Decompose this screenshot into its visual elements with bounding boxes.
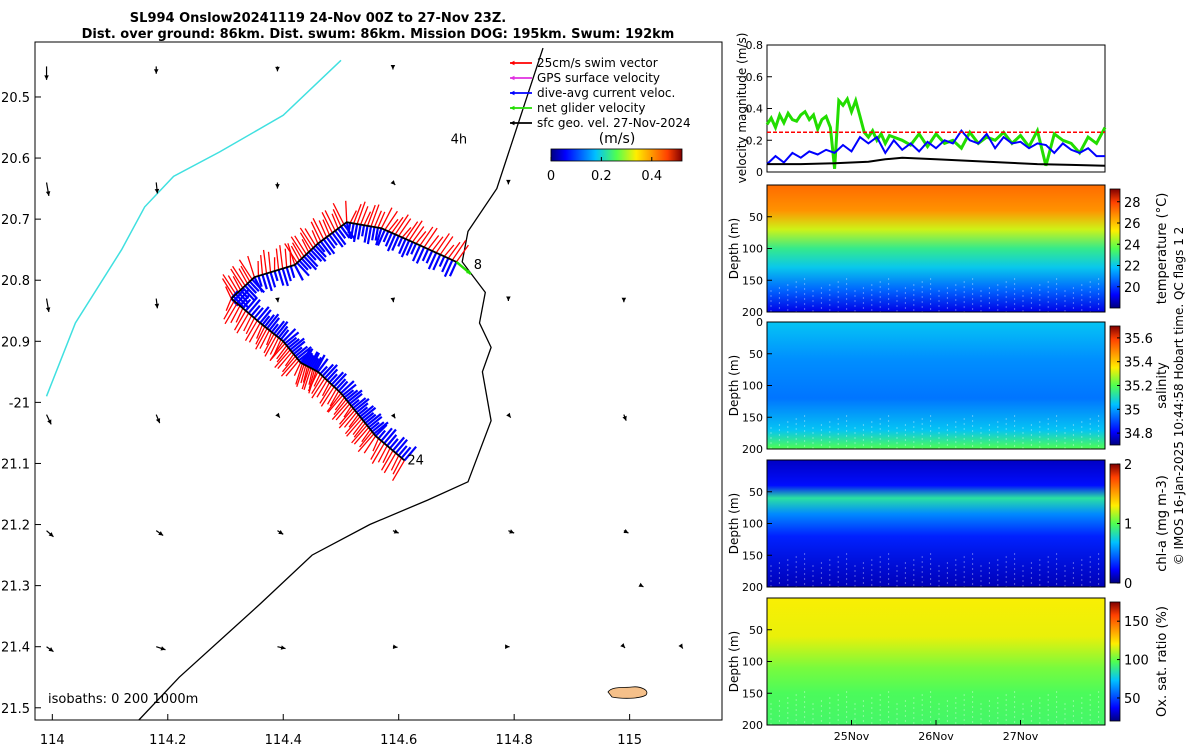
velocity-panel: 00.20.40.60.8 velocity magnitude (m/s): [735, 33, 1105, 184]
section-colorbar-tick-label: 22: [1124, 260, 1141, 275]
colorbar-label: (m/s): [599, 131, 636, 147]
track-time-annotation: 8: [474, 258, 482, 273]
section-panel-chl-a: 50 100 150 200 Depth (m) 0 1 2 chl-a (mg m-3): [727, 458, 1170, 594]
section-colorbar-tick-label: 35.6: [1124, 332, 1153, 347]
section-ytick-label: 150: [742, 274, 763, 287]
colorbar-tick-label: 0: [547, 169, 555, 184]
map-xtick-label: 114: [40, 733, 65, 748]
section-colorbar-tick-label: 20: [1124, 281, 1141, 296]
section-colorbar-tick-label: 100: [1124, 654, 1149, 669]
map-xtick-label: 114.6: [380, 733, 417, 748]
section-ytick-label: 50: [749, 486, 763, 499]
section-ytick-label: 150: [742, 549, 763, 562]
section-colorbar-tick-label: 24: [1124, 238, 1141, 253]
section-xtick-label: 27Nov: [1003, 730, 1039, 743]
map-ytick-label: 20.9: [1, 335, 30, 350]
map-panel: 4h 8 24 114 114.2 114.4 114.6 114.8 115 20.5 20.6…: [1, 42, 722, 748]
section-colorbar-label: Ox. sat. ratio (%): [1155, 606, 1170, 717]
section-ytick-label: 150: [742, 411, 763, 424]
section-ytick-label: 200: [742, 581, 763, 594]
section-ytick-label: 200: [742, 719, 763, 732]
colorbar-tick-label: 0.4: [641, 169, 662, 184]
island-landmass: [608, 687, 647, 698]
isobath-label: isobaths: 0 200 1000m: [48, 692, 198, 707]
section-colorbar-label: salinity: [1155, 362, 1170, 409]
speed-colorbar: [551, 149, 682, 161]
map-xtick-label: 115: [617, 733, 642, 748]
map-ytick-label: 20.8: [1, 274, 30, 289]
section-colour-field: [767, 460, 1105, 587]
map-ytick-label: 20.6: [1, 152, 30, 167]
section-colorbar-tick-label: 34.8: [1124, 427, 1153, 442]
section-ytick-label: 100: [742, 518, 763, 531]
legend-net-label: net glider velocity: [537, 101, 645, 115]
section-colorbar-tick-label: 1: [1124, 518, 1132, 533]
section-ytick-label: 50: [749, 624, 763, 637]
track-time-annotation: 24: [407, 453, 424, 468]
section-ylabel: Depth (m): [727, 493, 741, 554]
map-ytick-label: 21.3: [1, 580, 30, 595]
title-line-2: Dist. over ground: 86km. Dist. swum: 86k…: [82, 27, 675, 42]
section-ylabel: Depth (m): [727, 631, 741, 692]
section-ytick-label: 0: [756, 316, 763, 329]
section-colorbar: [1110, 189, 1120, 308]
section-ytick-label: 100: [742, 243, 763, 256]
section-colorbar-label: temperature (°C): [1155, 193, 1170, 305]
section-colorbar-tick-label: 35.4: [1124, 356, 1153, 371]
legend-dive-label: dive-avg current veloc.: [537, 86, 675, 100]
section-colorbar-tick-label: 150: [1124, 615, 1149, 630]
section-ytick-label: 150: [742, 687, 763, 700]
section-xtick-label: 26Nov: [918, 730, 954, 743]
section-ytick-label: 50: [749, 348, 763, 361]
section-ytick-label: 100: [742, 380, 763, 393]
map-ytick-label: 21.4: [1, 641, 30, 656]
map-ytick-label: 21.2: [1, 519, 30, 534]
section-colorbar-tick-label: 50: [1124, 692, 1141, 707]
velocity-ytick-label: 0: [756, 166, 763, 179]
track-time-annotation: 4h: [451, 133, 468, 148]
section-colorbar-tick-label: 35: [1124, 403, 1141, 418]
section-ylabel: Depth (m): [727, 355, 741, 416]
section-colour-field: [767, 185, 1105, 312]
section-colorbar-tick-label: 2: [1124, 458, 1132, 473]
velocity-ylabel: velocity magnitude (m/s): [735, 33, 749, 184]
section-panel-oxygen-saturation: 50 100 150 200 Depth (m) 50 100 150 Ox. sat. rat…: [727, 598, 1170, 743]
section-colour-field: [767, 322, 1105, 449]
section-xtick-label: 25Nov: [834, 730, 870, 743]
section-ytick-label: 200: [742, 443, 763, 456]
section-colour-field: [767, 598, 1105, 725]
section-colorbar: [1110, 602, 1120, 721]
legend-swim-label: 25cm/s swim vector: [537, 56, 658, 70]
section-ylabel: Depth (m): [727, 218, 741, 279]
section-panel-salinity: 0 50 100 150 200 Depth (m) 34.8 35 35.2 35.4 35.6s…: [727, 316, 1170, 456]
map-ytick-label: -21: [9, 396, 30, 411]
map-ytick-label: 21.5: [1, 702, 30, 717]
section-colorbar-tick-label: 26: [1124, 217, 1141, 232]
section-colorbar-tick-label: 0: [1124, 577, 1132, 592]
map-xtick-label: 114.8: [496, 733, 533, 748]
legend-gps-label: GPS surface velocity: [537, 71, 660, 85]
section-ytick-label: 50: [749, 211, 763, 224]
section-colorbar-tick-label: 35.2: [1124, 380, 1153, 395]
map-xtick-label: 114.4: [265, 733, 302, 748]
map-ytick-label: 20.7: [1, 213, 30, 228]
section-ytick-label: 100: [742, 656, 763, 669]
colorbar-tick-label: 0.2: [591, 169, 612, 184]
map-ytick-label: 20.5: [1, 91, 30, 106]
title-line-1: SL994 Onslow20241119 24-Nov 00Z to 27-No…: [130, 11, 506, 26]
map-xtick-label: 114.2: [149, 733, 186, 748]
section-colorbar-tick-label: 28: [1124, 196, 1141, 211]
copyright-note: © IMOS 16-Jan-2025 10:44:58 Hobart time.…: [1172, 227, 1186, 566]
legend-sfc-label: sfc geo. vel. 27-Nov-2024: [537, 116, 691, 130]
section-colorbar-label: chl-a (mg m-3): [1155, 475, 1170, 572]
map-ytick-label: 21.1: [1, 457, 30, 472]
